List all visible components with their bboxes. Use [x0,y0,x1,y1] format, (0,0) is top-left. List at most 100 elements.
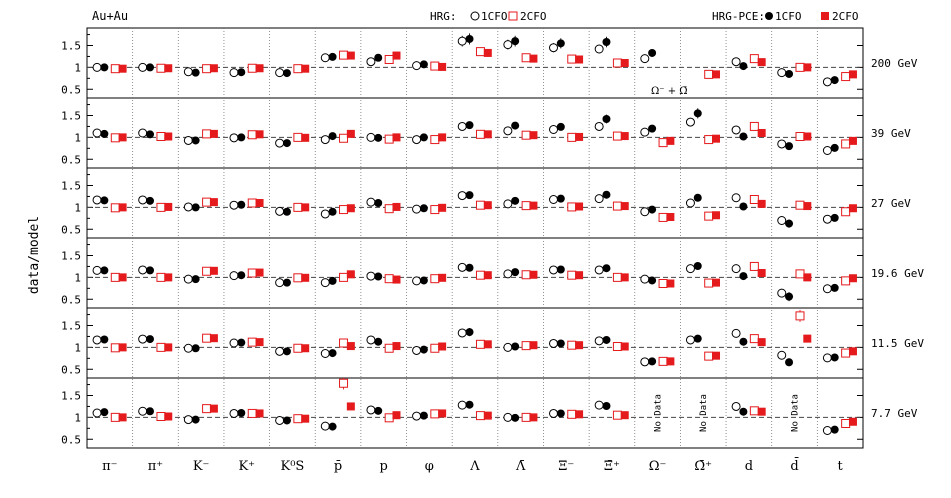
pce_1cfo-point [785,358,794,367]
pce_1cfo-point [785,142,794,151]
pce_1cfo-point [465,400,474,409]
hrg_2cfo-point [567,202,577,212]
pce_2cfo-point [803,202,812,211]
pce_2cfo-point [392,411,401,420]
no-data-label: No Data [791,394,801,432]
hrg_2cfo-point [110,412,120,422]
hrg_1cfo-point [229,133,239,143]
pce_1cfo-point [191,68,200,77]
hrg_2cfo-point [339,50,349,60]
pce_1cfo-point [739,202,748,211]
pce_1cfo-point [739,337,748,346]
hrg_2cfo-point [247,63,257,73]
hrg_2cfo-point [156,63,166,73]
y-tick-label: 1.5 [61,180,81,193]
pce_2cfo-point [620,273,629,282]
y-tick-label: 1 [74,201,81,214]
hrg_1cfo-point [229,338,239,348]
hrg_2cfo-point [475,339,485,349]
y-tick-label: 0.5 [61,153,81,166]
pce_1cfo-point [739,62,748,71]
pce_1cfo-point [419,276,428,285]
pce_2cfo-point [529,131,538,140]
hrg_1cfo-point [412,61,422,71]
y-tick-label: 1.5 [61,40,81,53]
hrg_2cfo-point [202,129,212,139]
pce_2cfo-point [118,64,127,73]
hrg_2cfo-point [704,135,714,145]
hrg_1cfo-point [777,139,787,149]
pce_2cfo-point [438,409,447,418]
hrg_1cfo-point [320,421,330,431]
markers [92,33,857,435]
pce_1cfo-point [191,203,200,212]
hrg_2cfo-point [202,404,212,414]
pce_2cfo-point [301,344,310,353]
hrg_1cfo-point [320,278,330,288]
hrg_1cfo-point [503,269,513,279]
hrg_2cfo-point [430,343,440,353]
hrg_1cfo-point [412,135,422,145]
hrg_2cfo-point [567,409,577,419]
pce_2cfo-point [118,343,127,352]
hrg_1cfo-point [275,415,285,425]
pce_2cfo-point [346,51,355,60]
hrg_1cfo-point [685,335,695,345]
pce_2cfo-point [346,204,355,213]
pce_1cfo-point [374,53,383,62]
pce_1cfo-point [602,190,611,199]
legend-pce-2cfo-label: 2CFO [832,10,859,23]
pce_2cfo-point [529,201,538,210]
pce_2cfo-point [803,132,812,141]
hrg_2cfo-point [567,132,577,142]
hrg_1cfo-point [457,191,467,201]
pce_2cfo-point [848,136,857,145]
hrg_2cfo-point [384,55,394,64]
pce_2cfo-point [620,59,629,67]
y-tick-label: 0.5 [61,223,81,236]
category-label: d [745,459,753,474]
hrg_2cfo-point [293,273,303,283]
pce_2cfo-point [255,409,264,418]
hrg_2cfo-point [612,131,622,141]
hrg_2cfo-point [339,205,349,215]
hrg_1cfo-point [731,264,741,274]
omega-sum-note: Ω⁻ + Ω̄ [651,86,688,97]
pce_2cfo-point [483,201,492,210]
hrg_2cfo-point [658,279,668,288]
pce_1cfo-point [511,268,520,277]
pce_2cfo-point [346,342,355,351]
pce_2cfo-point [712,351,721,360]
hrg_1cfo-point [92,335,102,345]
hrg_1cfo-point [320,135,330,145]
pce_2cfo-point [575,341,584,350]
pce_1cfo-point [602,335,611,344]
hrg_1cfo-point [320,209,330,219]
hrg_2cfo-point [247,408,257,418]
pce_2cfo-point [848,204,857,213]
pce_1cfo-point [282,69,291,78]
pce_1cfo-point [830,353,839,362]
hrg_1cfo-point [594,336,604,346]
pce_1cfo-point [648,124,657,133]
hrg_1cfo-point [183,135,193,145]
pce_1cfo-point [374,133,383,142]
hrg_2cfo-point [247,130,257,140]
pce_1cfo-point [419,204,428,213]
pce_1cfo-point [374,337,383,346]
pce_2cfo-point [848,274,857,283]
pce_1cfo-point [237,271,246,280]
pce_1cfo-point [465,263,474,272]
y-tick-label: 0.5 [61,433,81,446]
pce_1cfo-point [511,196,520,205]
hrg_1cfo-point [412,204,422,214]
hrg_1cfo-point [366,405,376,415]
hrg_2cfo-point [658,212,668,222]
hrg_1cfo-point [503,199,513,209]
pce_1cfo-point [739,407,748,416]
pce_1cfo-point [830,143,839,152]
pce_1cfo-point [648,276,657,285]
hrg_2cfo-point [339,338,349,348]
hrg_2cfo-point [202,64,212,74]
hrg_2cfo-point [430,409,440,419]
